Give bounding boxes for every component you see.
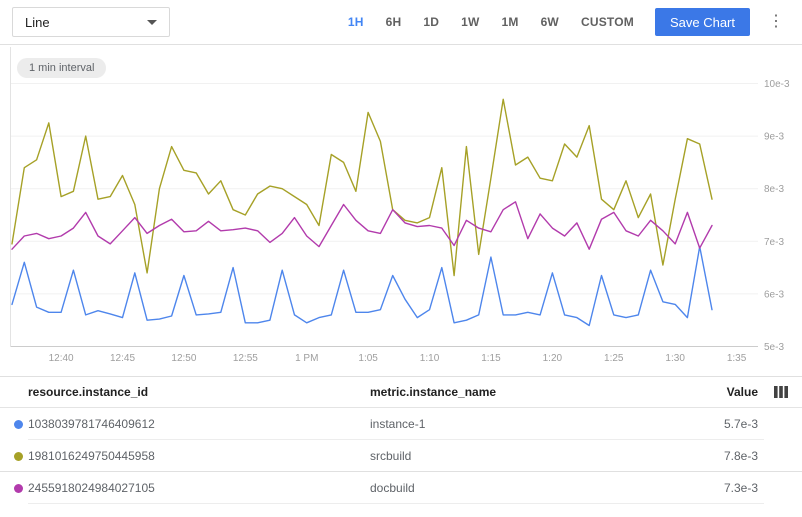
time-range-6h[interactable]: 6H (375, 9, 413, 35)
kebab-menu-icon[interactable]: ⋮ (768, 13, 784, 30)
chart-type-dropdown[interactable]: Line (12, 7, 170, 37)
x-tick-label: 12:40 (49, 353, 74, 364)
instance-id-text: 1038039781746409612 (28, 417, 155, 431)
y-tick-label: 9e-3 (764, 132, 784, 143)
y-tick-label: 7e-3 (764, 237, 784, 248)
instance-id-text: 1981016249750445958 (28, 449, 155, 463)
x-tick-label: 1:15 (481, 353, 501, 364)
x-tick-label: 12:50 (171, 353, 196, 364)
cell-value: 7.3e-3 (723, 481, 758, 495)
save-chart-button[interactable]: Save Chart (654, 8, 750, 36)
row-divider (28, 503, 764, 504)
view-column-icon[interactable] (758, 384, 802, 400)
cell-value: 7.8e-3 (723, 449, 758, 463)
x-tick-label: 1:30 (665, 353, 685, 364)
table-row[interactable]: 1038039781746409612 instance-1 5.7e-3 (0, 408, 802, 440)
row-divider (28, 439, 764, 440)
chevron-down-icon (147, 19, 157, 25)
header-instance-name: metric.instance_name (370, 385, 497, 399)
time-range-1h[interactable]: 1H (337, 9, 375, 35)
y-tick-label: 5e-3 (764, 342, 784, 353)
cell-value: 5.7e-3 (723, 417, 758, 431)
row-divider (0, 471, 802, 472)
x-tick-label: 1 PM (295, 353, 318, 364)
time-range-group: 1H 6H 1D 1W 1M 6W CUSTOM (337, 9, 645, 35)
header-instance-id: resource.instance_id (28, 385, 149, 399)
x-tick-label: 1:05 (358, 353, 378, 364)
time-range-1m[interactable]: 1M (490, 9, 529, 35)
legend-dot (14, 451, 23, 461)
cell-instance-id: 2455918024984027105 (0, 481, 370, 495)
series-line-instance-1 (11, 245, 713, 327)
cell-instance-name: srcbuild (370, 449, 412, 463)
x-tick-label: 1:35 (727, 353, 747, 364)
chart-section: 1 min interval 10e-3 9e-3 8e-3 7e-3 6e-3 5e-3… (0, 45, 802, 376)
time-range-6w[interactable]: 6W (530, 9, 570, 35)
x-tick-label: 1:20 (543, 353, 563, 364)
table-body: 1038039781746409612 instance-1 5.7e-3 19810… (0, 408, 802, 504)
line-chart[interactable]: 10e-3 9e-3 8e-3 7e-3 6e-3 5e-3 12:40 12:45 12:50… (0, 45, 802, 376)
time-range-1w[interactable]: 1W (450, 9, 490, 35)
x-tick-label: 1:10 (420, 353, 440, 364)
y-tick-label: 6e-3 (764, 289, 784, 300)
cell-instance-id: 1038039781746409612 (0, 417, 370, 431)
y-tick-label: 10e-3 (764, 79, 790, 90)
legend-table: resource.instance_id metric.instance_nam… (0, 376, 802, 504)
table-row[interactable]: 2455918024984027105 docbuild 7.3e-3 (0, 472, 802, 504)
series-line-docbuild (11, 201, 713, 250)
table-row[interactable]: 1981016249750445958 srcbuild 7.8e-3 (0, 440, 802, 472)
table-header-row: resource.instance_id metric.instance_nam… (0, 377, 802, 408)
cell-instance-id: 1981016249750445958 (0, 449, 370, 463)
toolbar: Line 1H 6H 1D 1W 1M 6W CUSTOM Save Chart ⋮ (0, 0, 802, 45)
y-tick-label: 8e-3 (764, 184, 784, 195)
instance-id-text: 2455918024984027105 (28, 481, 155, 495)
x-tick-label: 1:25 (604, 353, 624, 364)
cell-instance-name: instance-1 (370, 417, 426, 431)
header-value: Value (726, 385, 758, 399)
legend-dot (14, 483, 23, 493)
cell-instance-name: docbuild (370, 481, 415, 495)
interval-badge: 1 min interval (17, 58, 107, 78)
time-range-1d[interactable]: 1D (412, 9, 450, 35)
x-tick-label: 12:45 (110, 353, 135, 364)
series-line-srcbuild (11, 98, 713, 277)
x-tick-label: 12:55 (233, 353, 258, 364)
time-range-custom[interactable]: CUSTOM (570, 9, 645, 35)
chart-type-label: Line (25, 14, 50, 30)
legend-dot (14, 419, 23, 429)
